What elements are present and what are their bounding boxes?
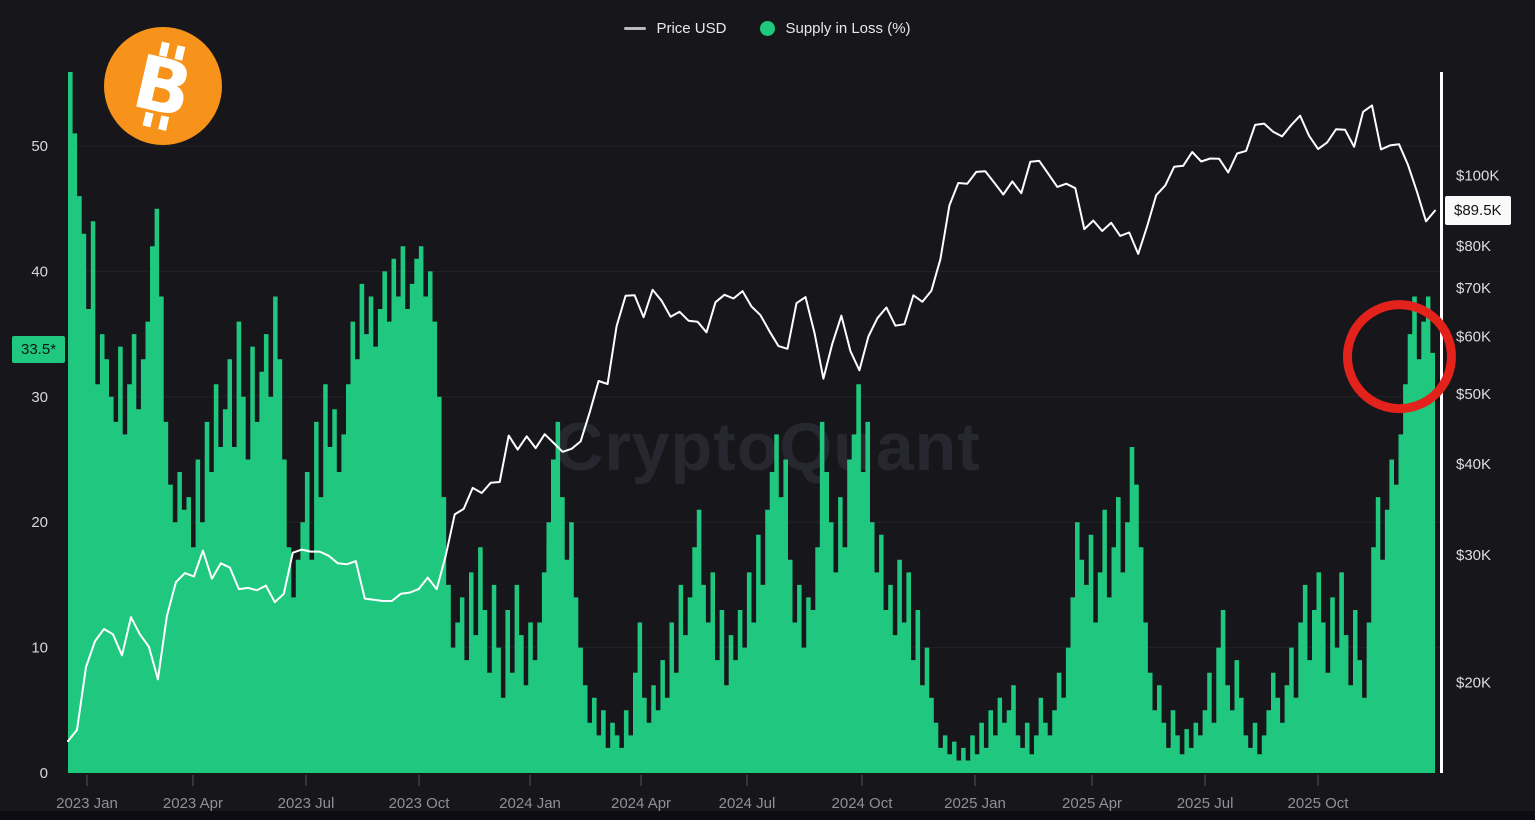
supply-dot-swatch-icon (760, 21, 776, 36)
x-axis-label: 2023 Jan (56, 795, 118, 812)
right-axis-label: $100K (1456, 168, 1499, 185)
price-line-swatch-icon (624, 27, 647, 30)
left-axis-label: 40 (31, 263, 48, 280)
x-axis-label: 2023 Oct (389, 795, 451, 812)
supply-in-loss-area (68, 72, 1435, 773)
legend-price-label: Price USD (656, 20, 727, 37)
right-axis-label: $30K (1456, 547, 1491, 564)
right-axis-label: $80K (1456, 238, 1491, 255)
right-axis-line (1440, 72, 1443, 773)
x-axis-label: 2024 Jan (499, 795, 561, 812)
right-axis-label: $60K (1456, 329, 1491, 346)
left-axis-label: 0 (40, 765, 48, 782)
bottom-strip (0, 811, 1535, 820)
x-axis-label: 2023 Apr (163, 795, 223, 812)
price-current-badge: $89.5K (1445, 196, 1511, 225)
chart-legend: Price USD Supply in Loss (%) (0, 20, 1535, 37)
x-axis-label: 2023 Jul (278, 795, 335, 812)
cryptoquant-watermark: CryptoQuant (554, 409, 981, 485)
x-axis-label: 2024 Apr (611, 795, 671, 812)
price-usd-line (67, 104, 1436, 743)
supply-current-badge: 33.5* (12, 336, 66, 363)
right-axis-label: $40K (1456, 456, 1491, 473)
x-axis-label: 2025 Jan (944, 795, 1006, 812)
right-axis-label: $50K (1456, 386, 1491, 403)
x-axis-label: 2024 Oct (832, 795, 894, 812)
left-axis-label: 50 (31, 138, 48, 155)
x-axis-label: 2025 Jul (1177, 795, 1234, 812)
x-axis-label: 2024 Jul (719, 795, 776, 812)
left-axis-label: 10 (31, 640, 48, 657)
right-axis-label: $20K (1456, 674, 1491, 691)
bitcoin-logo-icon: B (104, 27, 222, 145)
x-axis-label: 2025 Oct (1288, 795, 1350, 812)
left-axis-label: 30 (31, 389, 48, 406)
left-axis-label: 20 (31, 514, 48, 531)
annotation-circle (1342, 300, 1456, 414)
legend-item-supply[interactable]: Supply in Loss (%) (760, 20, 911, 37)
legend-supply-label: Supply in Loss (%) (785, 20, 911, 37)
x-axis-label: 2025 Apr (1062, 795, 1122, 812)
legend-item-price[interactable]: Price USD (624, 20, 726, 37)
right-axis-label: $70K (1456, 280, 1491, 297)
